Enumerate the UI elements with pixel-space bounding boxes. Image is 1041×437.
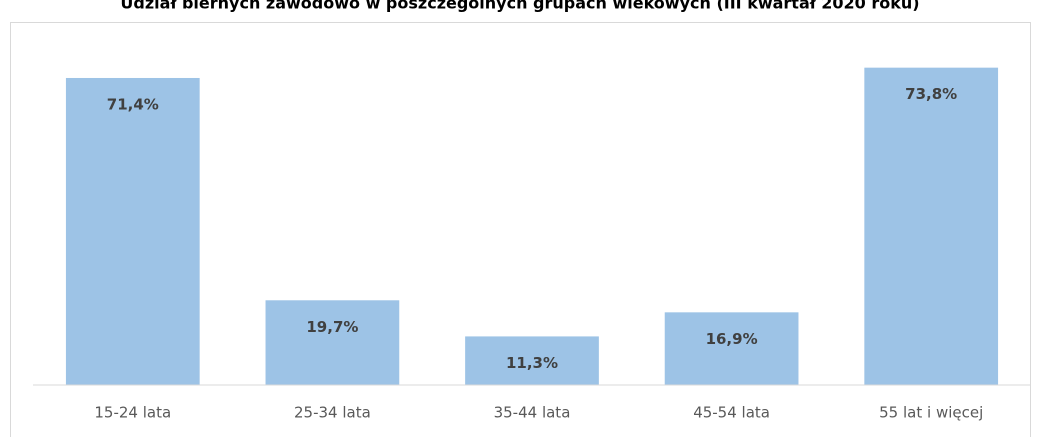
bar	[265, 300, 400, 385]
value-label: 71,4%	[107, 95, 159, 113]
chart-title: Udział biernych zawodowo w poszczególnyc…	[120, 0, 919, 13]
bar	[465, 336, 599, 385]
value-label: 11,3%	[506, 354, 558, 372]
x-tick-label: 35-44 lata	[494, 404, 571, 422]
bar	[864, 67, 999, 385]
x-tick-label: 55 lat i więcej	[879, 404, 983, 422]
value-label: 16,9%	[706, 330, 758, 348]
bar	[65, 77, 200, 385]
value-label: 19,7%	[306, 318, 358, 336]
bar	[664, 312, 799, 385]
x-tick-label: 45-54 lata	[693, 404, 770, 422]
value-label: 73,8%	[905, 85, 957, 103]
x-tick-label: 15-24 lata	[94, 404, 171, 422]
x-tick-label: 25-34 lata	[294, 404, 371, 422]
